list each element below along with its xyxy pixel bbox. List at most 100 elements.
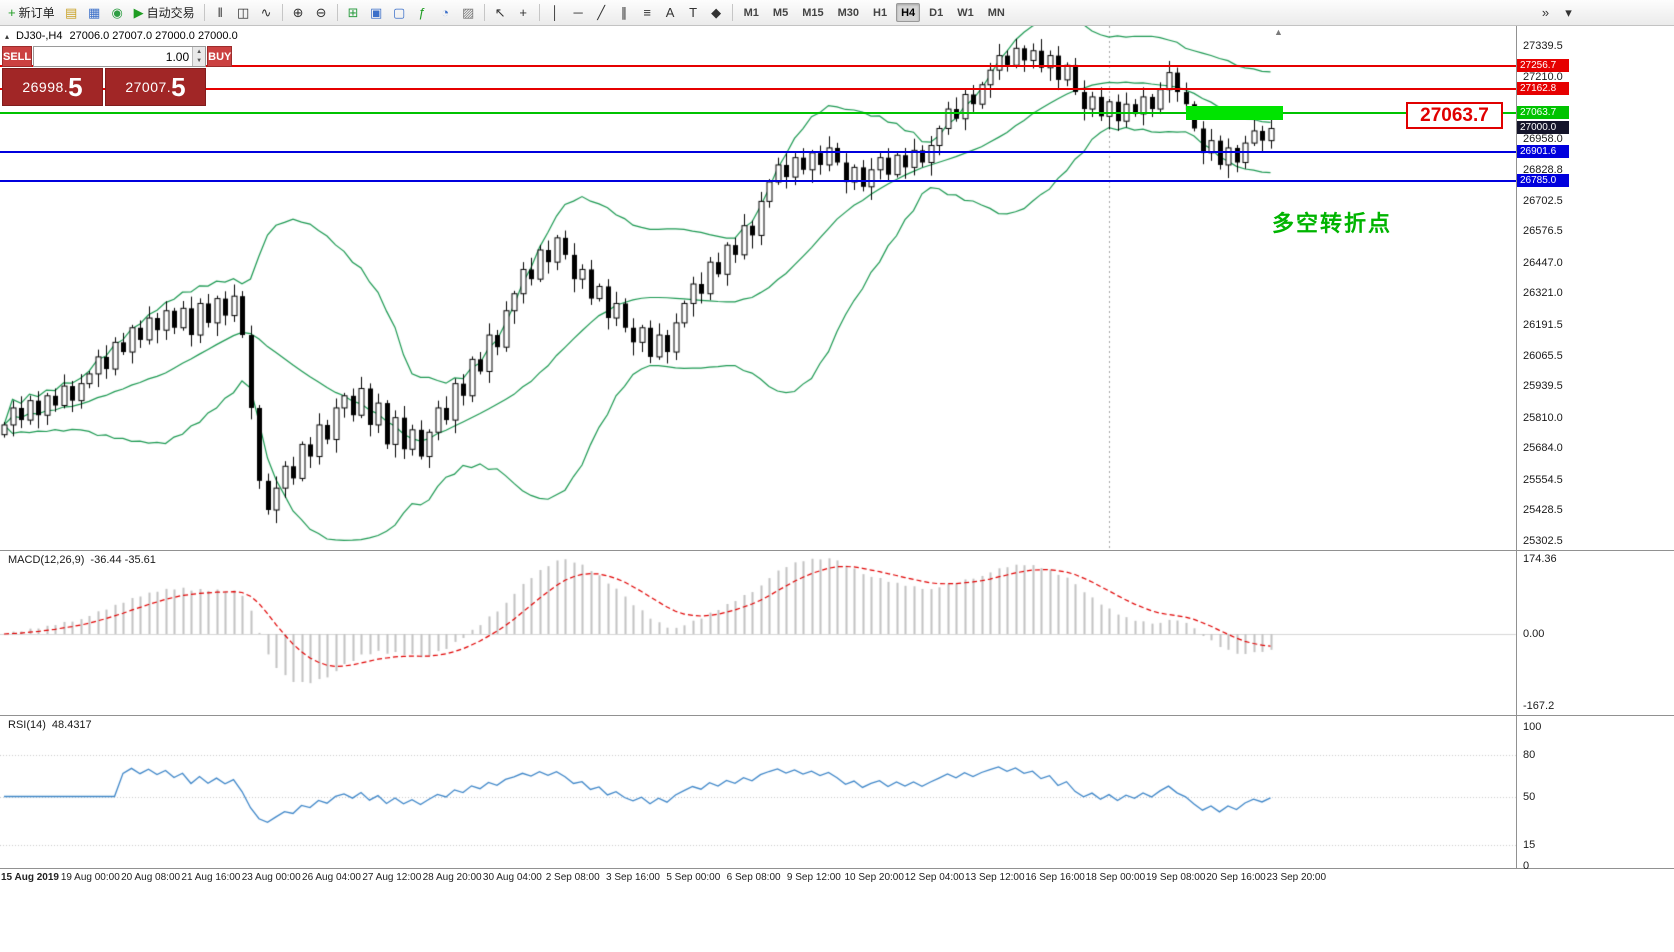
volume-input[interactable]: ▲ ▼ <box>33 46 207 67</box>
timeframe-m30-button[interactable]: M30 <box>837 6 859 19</box>
price-callout-label[interactable]: 27063.7 <box>1406 102 1503 129</box>
collapse-one-click-icon[interactable]: ▴ <box>5 31 10 41</box>
horizontal-line-icon[interactable]: ─ <box>568 2 589 23</box>
volume-increase-icon[interactable]: ▲ <box>193 47 206 57</box>
toolbar-separator <box>538 4 540 21</box>
volume-field[interactable] <box>34 47 193 66</box>
rsi-axis-tick: 100 <box>1523 721 1542 733</box>
terminal-icon[interactable]: ▦ <box>84 2 105 23</box>
toolbar-separator <box>203 4 205 21</box>
bars-chart-icon: ‖ <box>217 5 223 20</box>
vertical-line-icon[interactable]: │ <box>545 2 566 23</box>
new-order-button[interactable]: + 新订单 <box>4 2 59 23</box>
rsi-value: 48.4317 <box>51 719 92 731</box>
sell-price-panel[interactable]: 26998. 5 <box>2 68 103 106</box>
fibonacci-icon[interactable]: ≡ <box>637 2 658 23</box>
price-horizontal-line[interactable] <box>0 65 1516 68</box>
price-horizontal-line[interactable] <box>0 112 1516 115</box>
price-horizontal-line[interactable] <box>0 151 1516 154</box>
sounds-icon[interactable]: ◉ <box>107 2 128 23</box>
price-axis-tick: 25554.5 <box>1523 473 1563 486</box>
bars-chart-icon[interactable]: ‖ <box>210 2 231 23</box>
profiles-icon: ▤ <box>64 5 78 20</box>
current-price-badge: 27000.0 <box>1517 121 1569 135</box>
templates-icon: ▨ <box>461 5 475 20</box>
new-order-button-label: 新订单 <box>18 6 55 20</box>
line-chart-icon[interactable]: ∿ <box>256 2 277 23</box>
time-axis-label: 19 Sep 08:00 <box>1145 872 1206 883</box>
highlight-rectangle[interactable] <box>1185 106 1284 121</box>
text-label-icon[interactable]: T <box>683 2 704 23</box>
periods-icon[interactable]: ◔ <box>435 2 456 23</box>
zoom-in-icon[interactable]: ⊕ <box>288 2 309 23</box>
candlestick-chart-icon[interactable]: ◫ <box>233 2 254 23</box>
price-horizontal-line[interactable] <box>0 179 1516 182</box>
chart-area[interactable]: ▴ DJ30-,H4 27006.0 27007.0 27000.0 27000… <box>0 26 1674 952</box>
shapes-icon[interactable]: ◆ <box>706 2 727 23</box>
price-axis-tick: 26065.5 <box>1523 349 1563 362</box>
toolbar-overflow-icon[interactable]: » <box>1535 2 1556 23</box>
cascade-windows-icon[interactable]: ▣ <box>366 2 387 23</box>
macd-values: -36.44 -35.61 <box>90 554 156 566</box>
crosshair-icon: + <box>519 5 527 20</box>
timeframe-m1-button[interactable]: M1 <box>743 6 759 19</box>
symbol-name: DJ30-,H4 <box>16 30 63 42</box>
arrange-windows-icon[interactable]: ▢ <box>389 2 410 23</box>
tile-windows-icon: ⊞ <box>347 5 359 20</box>
price-line-badge: 27256.7 <box>1517 59 1569 73</box>
toolbar-customize-icon[interactable]: ▾ <box>1558 2 1579 23</box>
buy-button[interactable]: BUY <box>207 46 233 67</box>
timeframe-w1-button[interactable]: W1 <box>957 6 974 19</box>
volume-decrease-icon[interactable]: ▼ <box>193 56 206 66</box>
timeframe-m5-button[interactable]: M5 <box>772 6 789 19</box>
price-axis-tick: 26702.5 <box>1523 194 1563 207</box>
timeframe-h4-button[interactable]: H4 <box>896 3 921 22</box>
price-axis-tick: 25810.0 <box>1523 411 1563 424</box>
time-axis-label: 3 Sep 16:00 <box>606 872 660 883</box>
price-axis-tick: 26191.5 <box>1523 318 1563 331</box>
chart-canvas[interactable] <box>0 26 1674 952</box>
time-axis-label: 13 Sep 12:00 <box>965 872 1025 883</box>
zoom-out-icon[interactable]: ⊖ <box>311 2 332 23</box>
rsi-panel-separator[interactable] <box>0 715 1674 716</box>
cursor-icon[interactable]: ↖ <box>490 2 511 23</box>
rsi-name: RSI(14) <box>8 719 46 731</box>
chart-shift-marker[interactable]: ▲ <box>1274 27 1283 37</box>
one-click-trading-panel: SELL ▲ ▼ BUY 26998.5 27007.5 <box>2 46 233 106</box>
macd-indicator-label: MACD(12,26,9) -36.44 -35.61 <box>8 554 156 566</box>
crosshair-icon[interactable]: + <box>513 2 534 23</box>
turning-point-annotation[interactable]: 多空转折点 <box>1272 211 1393 236</box>
price-line-badge: 27063.7 <box>1517 106 1569 120</box>
templates-icon[interactable]: ▨ <box>458 2 479 23</box>
zoom-in-icon: ⊕ <box>292 5 304 20</box>
text-icon[interactable]: A <box>660 2 681 23</box>
time-axis-label: 19 Aug 00:00 <box>60 872 120 883</box>
buy-price-panel[interactable]: 27007. 5 <box>105 68 206 106</box>
timeframe-h1-button[interactable]: H1 <box>873 6 888 19</box>
rsi-axis-tick: 0 <box>1523 860 1530 872</box>
symbol-info: ▴ DJ30-,H4 27006.0 27007.0 27000.0 27000… <box>5 30 238 42</box>
periods-icon: ◔ <box>441 5 450 20</box>
time-axis-label: 10 Sep 20:00 <box>844 872 904 883</box>
rsi-axis-tick: 80 <box>1523 748 1536 761</box>
toolbar-separator <box>483 4 485 21</box>
line-chart-icon: ∿ <box>260 5 272 20</box>
profiles-icon[interactable]: ▤ <box>61 2 82 23</box>
price-axis-tick: 26958.0 <box>1523 132 1563 145</box>
macd-axis-tick: 174.36 <box>1523 553 1557 566</box>
indicators-icon[interactable]: ƒ <box>412 2 433 23</box>
timeframe-mn-button[interactable]: MN <box>987 6 1005 19</box>
tile-windows-icon[interactable]: ⊞ <box>343 2 364 23</box>
timeframe-m15-button[interactable]: M15 <box>802 6 824 19</box>
toolbar-separator <box>336 4 338 21</box>
macd-panel-separator[interactable] <box>0 550 1674 551</box>
price-axis-tick: 26447.0 <box>1523 256 1563 269</box>
time-axis-label: 9 Sep 12:00 <box>786 872 841 883</box>
trendline-icon[interactable]: ╱ <box>591 2 612 23</box>
timeframe-d1-button[interactable]: D1 <box>929 6 944 19</box>
sell-button[interactable]: SELL <box>2 46 33 67</box>
price-horizontal-line[interactable] <box>0 87 1516 90</box>
equidistant-channel-icon[interactable]: ∥ <box>614 2 635 23</box>
autotrading-button[interactable]: ▶ 自动交易 <box>130 2 199 23</box>
candlestick-chart-icon: ◫ <box>236 5 250 20</box>
